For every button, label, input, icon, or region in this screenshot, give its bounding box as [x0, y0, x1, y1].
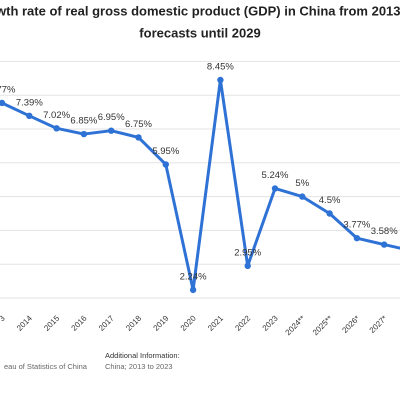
info-text: China; 2013 to 2023: [105, 362, 173, 371]
value-label: 4.5%: [319, 195, 341, 206]
value-label: 6.95%: [98, 112, 125, 123]
value-label: 3.77%: [343, 220, 370, 231]
x-tick-label: 2015: [42, 313, 61, 332]
value-label: 6.85%: [70, 116, 97, 127]
point: [381, 241, 388, 248]
value-label: 7.39%: [16, 97, 43, 108]
point: [217, 76, 224, 84]
point: [135, 134, 142, 141]
x-tick-label: 2022: [233, 313, 252, 332]
value-label: 2.24%: [180, 271, 207, 282]
x-tick-label: 2026*: [340, 314, 361, 335]
point: [108, 127, 115, 134]
point: [189, 286, 197, 294]
point: [26, 112, 33, 120]
x-tick-label: 2025**: [311, 314, 334, 337]
x-tick-label: 2027*: [368, 314, 389, 335]
chart-title: wth rate of real gross domestic product …: [0, 3, 400, 18]
x-tick-label: 2019: [152, 313, 171, 332]
x-tick-label: 2018: [124, 313, 143, 332]
point: [0, 99, 6, 107]
value-label: 5.24%: [262, 170, 289, 181]
point: [80, 130, 88, 138]
point: [53, 125, 60, 132]
value-label: 2.95%: [234, 247, 261, 258]
x-tick-label: 2024**: [284, 314, 307, 337]
x-tick-label: 2023: [261, 313, 280, 332]
point: [353, 234, 361, 242]
x-tick-label: 3: [0, 313, 7, 323]
x-tick-label: 2020: [179, 313, 198, 332]
value-label: 7.02%: [43, 110, 70, 121]
value-label: 8.45%: [207, 62, 234, 73]
point: [244, 262, 251, 270]
value-label: 5%: [295, 178, 309, 189]
line: [1, 78, 400, 292]
point: [299, 193, 306, 200]
point: [162, 161, 169, 168]
x-tick-label: 2014: [15, 313, 34, 332]
x-tick-label: 2017: [97, 313, 116, 332]
info-title: Additional Information:: [105, 351, 180, 360]
value-label: 7.77%: [0, 84, 16, 95]
value-label: 6.75%: [125, 119, 152, 130]
point: [271, 185, 279, 192]
chart-subtitle: forecasts until 2029: [139, 25, 260, 40]
x-tick-label: 2021: [206, 313, 225, 332]
value-label: 5.95%: [152, 146, 179, 157]
source: eau of Statistics of China: [4, 362, 88, 371]
x-tick-label: 2016: [70, 313, 89, 332]
point: [326, 210, 333, 217]
value-label: 3.58%: [371, 226, 398, 237]
